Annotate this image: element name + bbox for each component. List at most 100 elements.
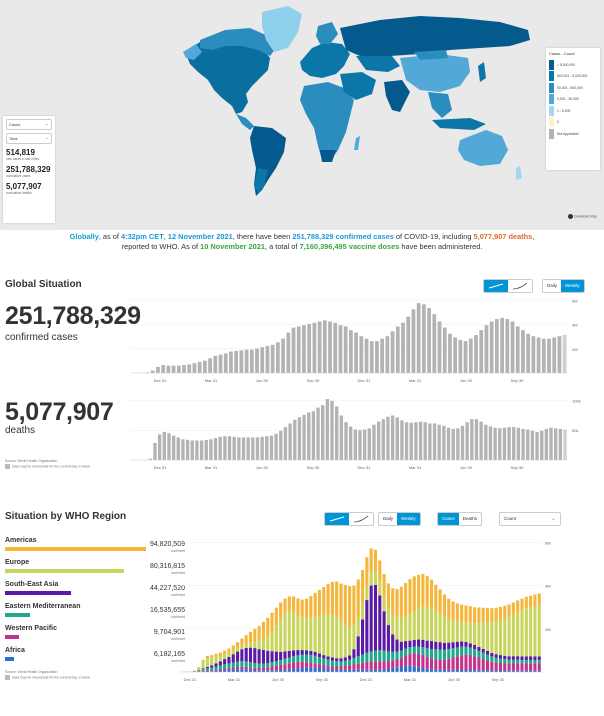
stacked-bar-segment[interactable] [339, 666, 343, 670]
stacked-bar-segment[interactable] [468, 670, 472, 672]
stacked-bar-segment[interactable] [330, 614, 334, 658]
stacked-bar-segment[interactable] [248, 662, 253, 668]
stacked-bar-segment[interactable] [296, 598, 300, 615]
stacked-bar-segment[interactable] [257, 663, 261, 669]
stacked-bar-segment[interactable] [201, 670, 205, 672]
stacked-bar-segment[interactable] [429, 579, 434, 609]
stacked-bar-segment[interactable] [412, 653, 416, 667]
map-canada[interactable] [200, 28, 276, 56]
stacked-bar-segment[interactable] [343, 660, 347, 667]
bar[interactable] [376, 421, 381, 460]
bar[interactable] [335, 406, 339, 460]
world-map[interactable] [0, 0, 604, 230]
stacked-bar-segment[interactable] [335, 661, 339, 667]
stacked-bar-segment[interactable] [279, 670, 283, 672]
stacked-bar-segment[interactable] [339, 661, 343, 667]
stacked-bar-segment[interactable] [365, 557, 369, 586]
stacked-bar-segment[interactable] [455, 641, 459, 648]
stacked-bar-segment[interactable] [473, 649, 477, 657]
bar[interactable] [515, 326, 520, 373]
stacked-bar-segment[interactable] [326, 659, 330, 666]
stacked-bar-segment[interactable] [270, 651, 274, 663]
stacked-bar-segment[interactable] [335, 658, 339, 662]
stacked-bar-segment[interactable] [236, 642, 240, 649]
bar[interactable] [400, 420, 404, 460]
bar[interactable] [521, 428, 525, 460]
stacked-bar-segment[interactable] [520, 656, 524, 660]
stacked-bar-segment[interactable] [283, 614, 287, 652]
stacked-bar-segment[interactable] [352, 657, 356, 665]
stacked-bar-segment[interactable] [330, 581, 334, 615]
stacked-bar-segment[interactable] [227, 667, 231, 670]
stacked-bar-segment[interactable] [520, 598, 524, 611]
stacked-bar-segment[interactable] [330, 657, 334, 661]
stacked-bar-segment[interactable] [516, 612, 520, 657]
stacked-bar-segment[interactable] [473, 656, 477, 671]
stacked-bar-segment[interactable] [473, 670, 477, 672]
stacked-bar-segment[interactable] [274, 607, 278, 626]
stacked-bar-segment[interactable] [529, 670, 533, 672]
stacked-bar-segment[interactable] [330, 666, 334, 670]
stacked-bar-segment[interactable] [464, 670, 468, 672]
stacked-bar-segment[interactable] [231, 667, 235, 670]
stacked-bar-segment[interactable] [382, 661, 386, 670]
stacked-bar-segment[interactable] [261, 663, 265, 668]
stacked-bar-segment[interactable] [309, 650, 313, 655]
stacked-bar-segment[interactable] [244, 643, 248, 648]
stacked-bar-segment[interactable] [395, 589, 399, 618]
region-row[interactable]: Europe 80,316,815 confirmed [5, 559, 185, 579]
stacked-bar-segment[interactable] [477, 657, 481, 671]
region-line-button[interactable] [349, 513, 373, 525]
stacked-bar-segment[interactable] [300, 650, 304, 655]
bar[interactable] [162, 431, 166, 460]
bar[interactable] [411, 309, 416, 373]
stacked-bar-segment[interactable] [455, 647, 459, 657]
stacked-bar-segment[interactable] [300, 661, 304, 669]
bar[interactable] [456, 428, 460, 460]
bar[interactable] [234, 350, 239, 373]
stacked-bar-segment[interactable] [442, 594, 446, 617]
stacked-bar-segment[interactable] [361, 654, 365, 663]
stacked-bar-segment[interactable] [447, 658, 451, 670]
stacked-bar-segment[interactable] [438, 613, 442, 643]
stacked-bar-segment[interactable] [300, 599, 304, 618]
stacked-bar-segment[interactable] [292, 611, 296, 651]
bar[interactable] [223, 353, 228, 373]
stacked-bar-segment[interactable] [223, 664, 227, 669]
stacked-bar-segment[interactable] [317, 589, 322, 617]
stacked-bar-segment[interactable] [373, 661, 378, 670]
stacked-bar-segment[interactable] [434, 669, 438, 672]
stacked-bar-segment[interactable] [287, 663, 291, 670]
stacked-bar-segment[interactable] [309, 654, 313, 663]
region-period-toggle[interactable]: Daily Weekly [378, 512, 421, 526]
stacked-bar-segment[interactable] [261, 639, 265, 650]
stacked-bar-segment[interactable] [490, 656, 494, 662]
stacked-bar-segment[interactable] [468, 606, 472, 623]
stacked-bar-segment[interactable] [511, 656, 515, 660]
stacked-bar-segment[interactable] [214, 653, 218, 657]
bar[interactable] [317, 321, 322, 373]
bar[interactable] [448, 333, 452, 373]
stacked-bar-segment[interactable] [365, 669, 369, 672]
stacked-bar-segment[interactable] [464, 646, 468, 655]
bar[interactable] [437, 321, 442, 373]
stacked-bar-segment[interactable] [494, 621, 498, 655]
stacked-bar-segment[interactable] [498, 658, 503, 664]
stacked-bar-segment[interactable] [460, 641, 464, 647]
map-australia[interactable] [458, 130, 508, 166]
bar[interactable] [276, 342, 280, 373]
stacked-bar-segment[interactable] [309, 662, 313, 668]
stacked-bar-segment[interactable] [201, 660, 205, 669]
bar[interactable] [474, 419, 479, 460]
map-kazakhstan-region[interactable] [356, 56, 400, 72]
stacked-bar-segment[interactable] [348, 626, 352, 656]
region-row[interactable]: Africa 6,182,165 confirmed [5, 647, 185, 667]
bar[interactable] [395, 417, 399, 460]
stacked-bar-segment[interactable] [408, 653, 412, 666]
stacked-bar-segment[interactable] [322, 587, 326, 616]
stacked-bar-segment[interactable] [533, 594, 537, 606]
stacked-bar-segment[interactable] [524, 608, 528, 657]
bar[interactable] [488, 426, 493, 460]
bar[interactable] [195, 440, 199, 460]
stacked-bar-segment[interactable] [373, 571, 378, 585]
